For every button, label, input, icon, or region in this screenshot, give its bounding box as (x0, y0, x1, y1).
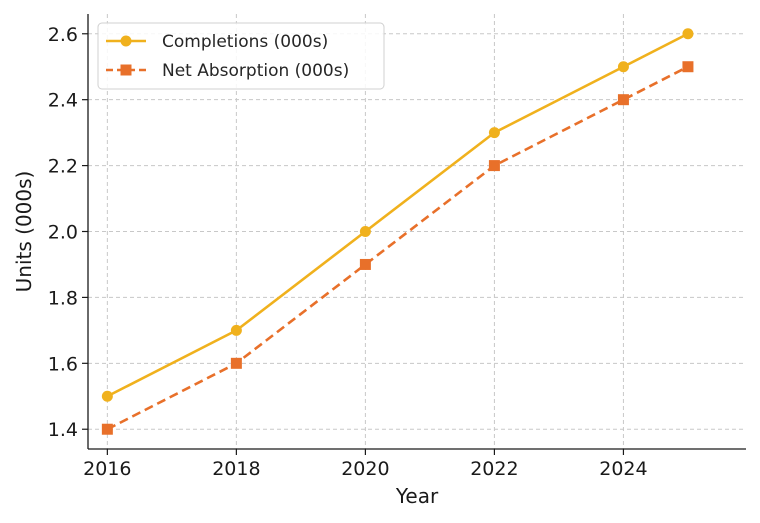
data-point-1 (359, 258, 371, 270)
legend-label-completions: Completions (000s) (162, 32, 328, 52)
y-tick-label: 2.6 (48, 24, 78, 46)
legend-marker-completions (120, 35, 132, 47)
grid-lines (88, 14, 746, 449)
data-point-1 (488, 160, 500, 172)
axes (82, 14, 746, 455)
data-point-1 (101, 423, 113, 435)
x-tick-labels: 2016 2018 2020 2022 2024 (83, 458, 647, 480)
data-point-0 (617, 61, 629, 73)
data-point-0 (230, 324, 242, 336)
series-layer (101, 28, 694, 435)
data-point-0 (682, 28, 694, 40)
data-point-1 (682, 61, 694, 73)
x-tick-label: 2022 (470, 458, 518, 480)
data-point-1 (230, 357, 242, 369)
y-tick-label: 1.6 (48, 353, 78, 375)
y-tick-label: 2.0 (48, 222, 78, 244)
data-point-1 (617, 94, 629, 106)
x-tick-label: 2018 (212, 458, 260, 480)
legend-marker-net-absorption (120, 64, 132, 76)
x-tick-label: 2016 (83, 458, 131, 480)
x-axis-label: Year (395, 484, 439, 508)
data-point-0 (488, 127, 500, 139)
legend: Completions (000s) Net Absorption (000s) (97, 22, 385, 90)
x-tick-label: 2020 (341, 458, 389, 480)
data-point-0 (359, 226, 371, 237)
y-tick-labels: 1.4 1.6 1.8 2.0 2.2 2.4 2.6 (48, 24, 78, 441)
legend-box (97, 22, 385, 90)
x-tick-label: 2024 (599, 458, 647, 480)
y-tick-label: 1.4 (48, 419, 78, 441)
y-axis-label: Units (000s) (12, 171, 36, 293)
legend-item-completions: Completions (000s) (106, 32, 328, 52)
y-tick-label: 2.2 (48, 156, 78, 178)
legend-item-net-absorption: Net Absorption (000s) (106, 61, 349, 81)
series-line-0 (106, 32, 689, 398)
y-tick-label: 2.4 (48, 90, 78, 112)
series-line-1 (106, 65, 689, 431)
legend-label-net-absorption: Net Absorption (000s) (162, 61, 349, 81)
y-tick-label: 1.8 (48, 287, 78, 309)
data-point-0 (101, 390, 113, 402)
